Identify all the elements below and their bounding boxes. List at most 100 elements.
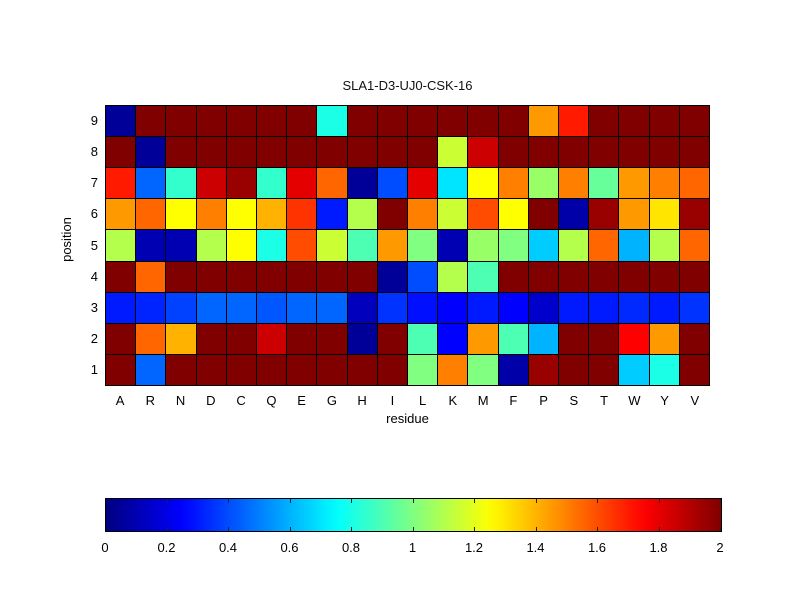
heatmap-cell (347, 323, 377, 354)
heatmap-cell (347, 292, 377, 323)
heatmap-cell (317, 137, 347, 168)
x-tick-label: D (206, 393, 216, 408)
heatmap-cell (528, 323, 558, 354)
x-tick-label: M (477, 393, 489, 408)
heatmap-cell (377, 137, 407, 168)
heatmap-cell (136, 199, 166, 230)
heatmap-cell (679, 292, 709, 323)
heatmap-cell (619, 106, 649, 137)
heatmap-cell (468, 168, 498, 199)
y-tick-label: 3 (90, 299, 98, 315)
heatmap-cell (257, 168, 287, 199)
heatmap-cell (226, 261, 256, 292)
heatmap-cell (589, 168, 619, 199)
heatmap-cell (559, 261, 589, 292)
heatmap-cell (196, 354, 226, 385)
heatmap-grid (105, 105, 710, 386)
heatmap-cell (377, 168, 407, 199)
heatmap-cell (408, 292, 438, 323)
heatmap-cell (317, 261, 347, 292)
heatmap-cell (438, 106, 468, 137)
colorbar-tick-label: 0.4 (218, 540, 238, 555)
heatmap-cell (257, 323, 287, 354)
x-tick-label: V (690, 393, 700, 408)
heatmap-cell (589, 230, 619, 261)
heatmap-cell (317, 323, 347, 354)
heatmap-cell (347, 354, 377, 385)
heatmap-cell (377, 261, 407, 292)
heatmap-cell (166, 323, 196, 354)
heatmap-cell (287, 354, 317, 385)
heatmap-cell (438, 261, 468, 292)
heatmap-cell (408, 137, 438, 168)
heatmap-cell (226, 292, 256, 323)
heatmap-cell (226, 199, 256, 230)
heatmap-cell (438, 354, 468, 385)
heatmap-cell (679, 261, 709, 292)
colorbar-tick-label: 1.2 (464, 540, 484, 555)
heatmap-cell (468, 199, 498, 230)
heatmap-cell (377, 292, 407, 323)
colorbar-tick-mark (474, 527, 475, 531)
heatmap-cell (438, 323, 468, 354)
heatmap-cell (589, 354, 619, 385)
heatmap-cell (136, 292, 166, 323)
x-tick-label: P (539, 393, 548, 408)
heatmap-cell (679, 323, 709, 354)
colorbar-tick-mark (535, 527, 537, 531)
heatmap-cell (287, 292, 317, 323)
heatmap-cell (317, 354, 347, 385)
heatmap-cell (649, 199, 679, 230)
colorbar-tick-label: 1.8 (649, 540, 668, 555)
heatmap-cell (559, 199, 589, 230)
x-tick-label: C (236, 393, 246, 408)
heatmap-cell (377, 230, 407, 261)
x-tick-label: K (448, 393, 458, 408)
heatmap-cell (287, 230, 317, 261)
heatmap-cell (438, 168, 468, 199)
heatmap-cell (468, 137, 498, 168)
heatmap-cell (498, 261, 528, 292)
heatmap-cell (438, 292, 468, 323)
heatmap-cell (528, 292, 558, 323)
heatmap-cell (287, 106, 317, 137)
colorbar-tick-mark (658, 527, 660, 531)
heatmap-cell (287, 168, 317, 199)
heatmap-cell (196, 106, 226, 137)
heatmap-cell (347, 199, 377, 230)
heatmap-cell (196, 168, 226, 199)
x-tick-label: S (569, 393, 579, 408)
heatmap-cell (468, 230, 498, 261)
colorbar-tick-label: 1.4 (526, 540, 545, 555)
heatmap-cell (196, 137, 226, 168)
colorbar-tick-mark (289, 499, 291, 503)
heatmap-cell (347, 168, 377, 199)
heatmap-cell (619, 168, 649, 199)
heatmap-cell (679, 168, 709, 199)
colorbar-tick-mark (351, 527, 352, 531)
colorbar-tick-label: 0 (101, 540, 109, 555)
colorbar-tick-label: 0.2 (157, 540, 176, 555)
colorbar-tick-label: 2 (716, 540, 724, 555)
colorbar-tick-mark (166, 527, 168, 531)
colorbar-tick-label: 1.6 (587, 540, 607, 555)
heatmap-cell (528, 199, 558, 230)
colorbar-tick-mark (228, 527, 229, 531)
colorbar-tick-mark (720, 527, 721, 531)
heatmap-cell (226, 230, 256, 261)
colorbar-tick-mark (228, 499, 229, 503)
colorbar-tick-mark (535, 499, 537, 503)
heatmap-cell (347, 137, 377, 168)
heatmap-cell (317, 230, 347, 261)
heatmap-cell (589, 261, 619, 292)
x-tick-label: H (357, 393, 367, 408)
colorbar-tick-mark (412, 499, 414, 503)
y-tick-label: 1 (90, 362, 98, 378)
heatmap-cell (619, 137, 649, 168)
heatmap-cell (679, 230, 709, 261)
heatmap-cell (226, 137, 256, 168)
heatmap-cell (559, 230, 589, 261)
colorbar-tick-mark (412, 527, 414, 531)
heatmap-cell (257, 137, 287, 168)
